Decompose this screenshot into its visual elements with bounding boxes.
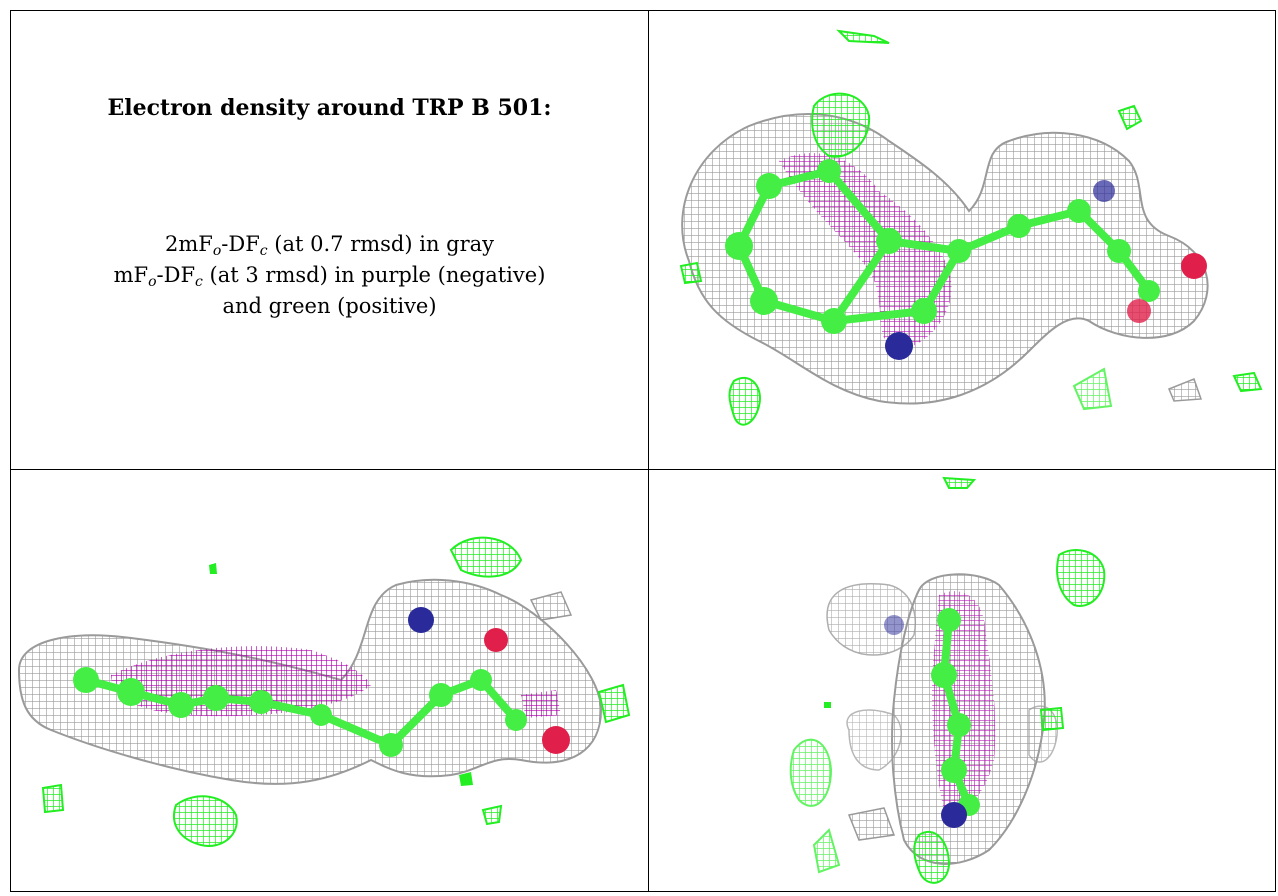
- caption-panel: Electron density around TRP B 501: 2mFo-…: [11, 11, 648, 469]
- density-render-3: [789, 476, 1106, 884]
- legend-line-fofc: mFo-DFc (at 3 rmsd) in purple (negative): [113, 263, 546, 290]
- figure-table: [10, 10, 1276, 892]
- density-render-2: [17, 536, 631, 847]
- density-render-1: [679, 29, 1263, 426]
- legend-line-2fofc: 2mFo-DFc (at 0.7 rmsd) in gray: [164, 232, 495, 259]
- caption-title: Electron density around TRP B 501:: [107, 95, 552, 121]
- table-divider-horizontal: [10, 469, 1276, 470]
- caption-legend: 2mFo-DFc (at 0.7 rmsd) in gray mFo-DFc (…: [11, 229, 648, 322]
- density-view-top: [649, 11, 1275, 469]
- legend-line-positive: and green (positive): [222, 294, 437, 318]
- density-view-side: [11, 470, 648, 891]
- density-view-edge: [649, 470, 1275, 891]
- table-divider-vertical: [648, 10, 649, 892]
